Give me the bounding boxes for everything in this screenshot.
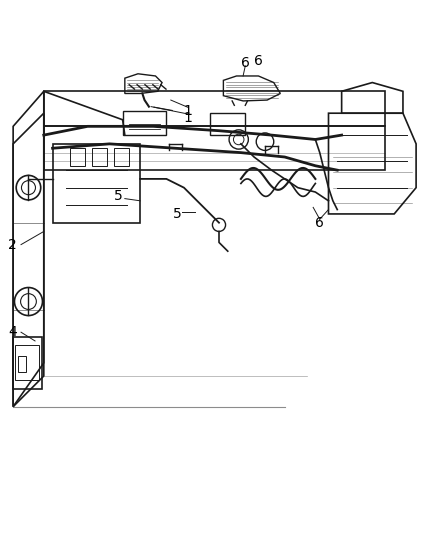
Text: 5: 5: [173, 207, 182, 221]
Bar: [15, 345, 39, 381]
Bar: [18, 356, 26, 372]
Text: 4: 4: [8, 325, 17, 339]
Text: 6: 6: [241, 56, 250, 70]
Bar: [123, 111, 166, 135]
Bar: [210, 113, 245, 135]
Bar: [70, 148, 85, 166]
Text: 6: 6: [254, 54, 263, 68]
Bar: [92, 148, 107, 166]
Text: 6: 6: [315, 216, 324, 230]
Bar: [114, 148, 129, 166]
Text: 5: 5: [114, 189, 123, 204]
Text: 1: 1: [184, 110, 193, 125]
Text: 1: 1: [184, 104, 193, 118]
Bar: [13, 336, 42, 389]
Text: 2: 2: [8, 238, 17, 252]
